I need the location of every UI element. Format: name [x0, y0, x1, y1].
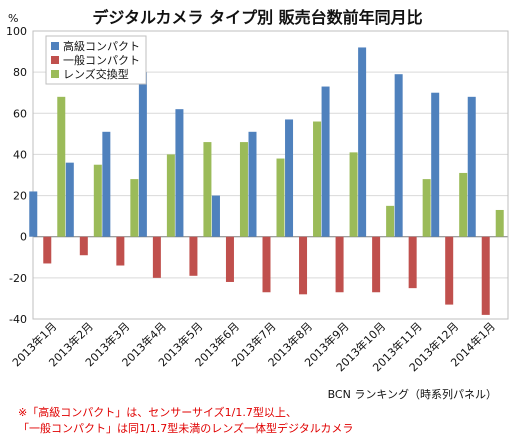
- legend-swatch: [51, 56, 59, 64]
- bar-high-end-compact: [431, 92, 440, 237]
- bar-high-end-compact: [358, 47, 367, 237]
- bar-high-end-compact: [138, 72, 147, 237]
- bar-general-compact: [408, 236, 417, 289]
- bar-general-compact: [225, 236, 234, 282]
- bar-high-end-compact: [467, 96, 476, 237]
- y-tick-label: 60: [13, 107, 27, 120]
- bar-high-end-compact: [211, 195, 220, 237]
- footnote-line-1: ※「高級コンパクト」は、センサーサイズ1/1.7型以上、: [18, 406, 297, 419]
- legend-swatch: [51, 70, 59, 78]
- bar-general-compact: [445, 236, 454, 305]
- bar-interchangeable-lens: [93, 164, 102, 237]
- bar-general-compact: [152, 236, 161, 278]
- legend-swatch: [51, 42, 59, 50]
- footnote-line-2: 「一般コンパクト」は同1/1.7型未満のレンズ一体型デジタルカメラ: [18, 422, 354, 435]
- plot-area-frame: [32, 30, 509, 320]
- bar-interchangeable-lens: [495, 209, 504, 237]
- y-tick-label: 0: [20, 231, 27, 244]
- bar-interchangeable-lens: [57, 96, 66, 237]
- bar-high-end-compact: [175, 109, 184, 237]
- bar-general-compact: [299, 236, 308, 295]
- y-tick-label: -40: [9, 313, 27, 326]
- legend-label: 一般コンパクト: [63, 54, 140, 67]
- bar-general-compact: [189, 236, 198, 276]
- y-tick-label: 80: [13, 66, 27, 79]
- bar-interchangeable-lens: [313, 121, 322, 237]
- bar-general-compact: [335, 236, 344, 293]
- bar-general-compact: [262, 236, 271, 293]
- bar-general-compact: [116, 236, 125, 266]
- chart-title: デジタルカメラ タイプ別 販売台数前年同月比: [92, 8, 423, 27]
- y-tick-label: 20: [13, 190, 27, 203]
- bar-high-end-compact: [29, 191, 38, 237]
- bar-interchangeable-lens: [276, 158, 285, 237]
- bar-high-end-compact: [285, 119, 294, 237]
- y-tick-label: 100: [6, 25, 27, 38]
- bar-interchangeable-lens: [239, 142, 248, 237]
- bar-high-end-compact: [248, 131, 257, 237]
- bar-general-compact: [43, 236, 52, 264]
- bar-general-compact: [481, 236, 490, 315]
- bar-interchangeable-lens: [130, 179, 139, 237]
- bar-interchangeable-lens: [386, 205, 395, 237]
- y-tick-label: 40: [13, 148, 27, 161]
- bar-interchangeable-lens: [203, 142, 212, 237]
- bar-general-compact: [79, 236, 88, 256]
- bar-interchangeable-lens: [422, 179, 431, 237]
- legend-box: [45, 35, 147, 85]
- bar-high-end-compact: [394, 74, 403, 237]
- bar-general-compact: [372, 236, 381, 293]
- legend-label: 高級コンパクト: [63, 39, 140, 53]
- bar-high-end-compact: [65, 162, 74, 237]
- bar-interchangeable-lens: [459, 172, 468, 237]
- y-axis-unit-label: %: [8, 12, 18, 25]
- bar-high-end-compact: [321, 86, 330, 237]
- bar-interchangeable-lens: [166, 154, 175, 237]
- y-tick-label: -20: [9, 272, 27, 285]
- legend-label: レンズ交換型: [63, 67, 129, 81]
- bar-interchangeable-lens: [349, 152, 358, 237]
- source-credit: BCN ランキング（時系列パネル）: [327, 388, 497, 401]
- bar-high-end-compact: [102, 131, 111, 237]
